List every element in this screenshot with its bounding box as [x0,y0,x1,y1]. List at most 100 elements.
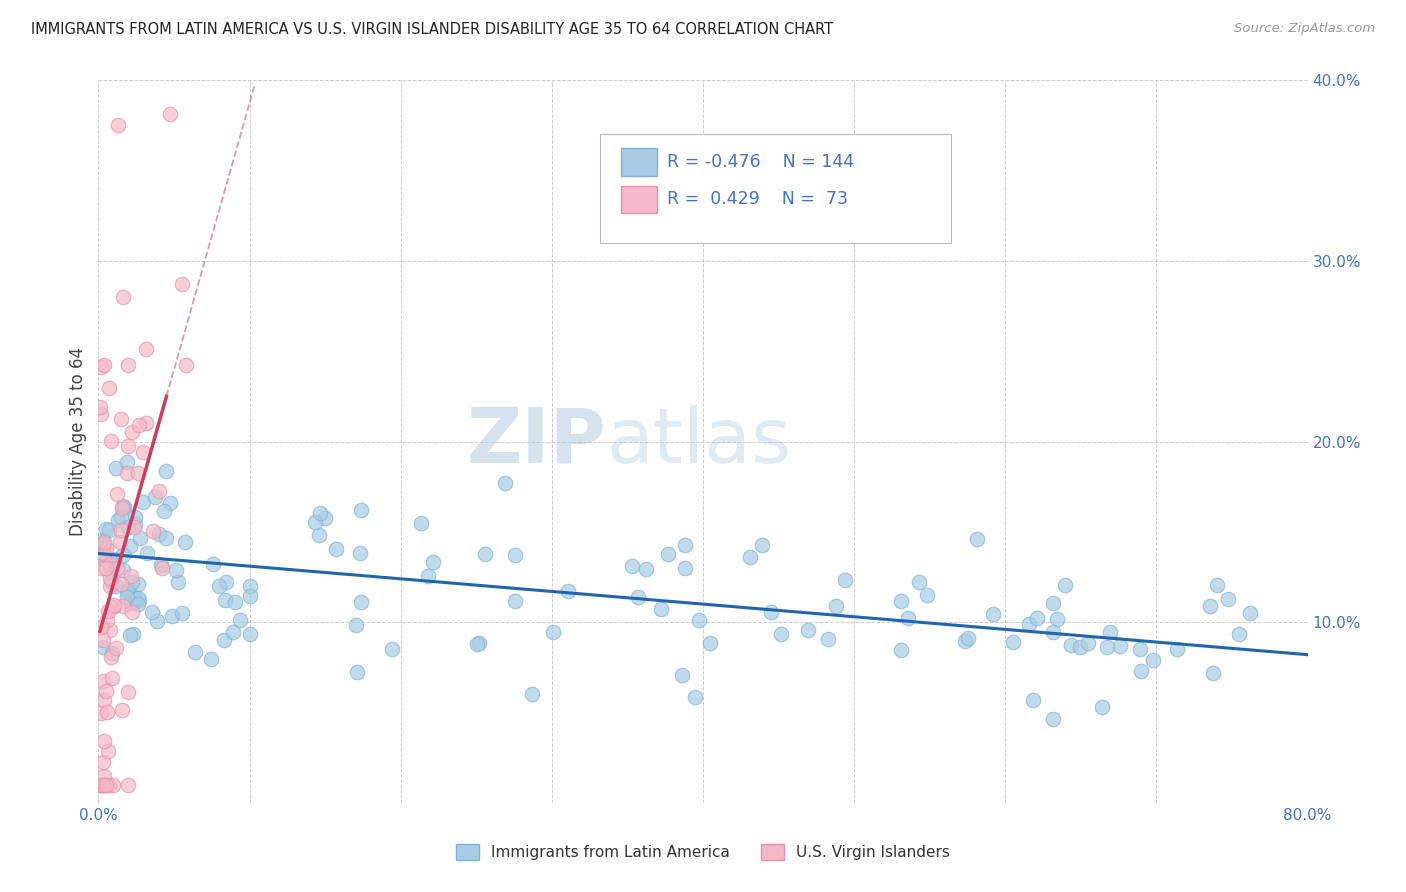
Point [98,579,121,593]
Point [170,277,193,291]
Point [620,558,643,573]
Point [418,569,440,583]
Point [110,510,132,524]
Point [349,503,371,517]
Point [202,557,225,571]
Point [117,584,139,599]
Point [1205,578,1227,592]
Point [93,674,115,689]
Point [956,631,979,645]
Point [94,684,117,698]
Point [110,412,132,426]
Point [98,557,121,571]
Point [91,778,114,792]
Point [91,756,114,770]
Point [148,526,170,541]
Point [136,546,159,560]
Point [101,778,124,792]
Point [468,636,491,650]
Text: R =  0.429    N =  73: R = 0.429 N = 73 [666,191,848,209]
Point [90,778,112,792]
Point [120,596,142,610]
Point [141,605,163,619]
Point [100,561,122,575]
Point [148,484,170,499]
Point [93,693,115,707]
Point [634,562,657,576]
Point [89,400,111,414]
Point [381,642,404,657]
Point [155,532,177,546]
Point [124,510,146,524]
Point [966,532,988,546]
Point [90,360,112,375]
Point [111,290,134,304]
Point [890,642,912,657]
Point [122,591,145,606]
Point [1060,638,1083,652]
Point [120,569,142,583]
Point [955,634,977,648]
Point [174,359,197,373]
Point [143,490,166,504]
Point [650,602,672,616]
Point [495,476,517,491]
Point [122,520,145,534]
Point [155,464,177,478]
Point [150,558,173,573]
Legend: Immigrants from Latin America, U.S. Virgin Islanders: Immigrants from Latin America, U.S. Virg… [456,844,950,860]
Point [91,533,114,547]
Point [129,531,152,545]
Point [91,537,114,551]
Point [1095,640,1118,655]
Point [100,561,122,575]
Point [1091,699,1114,714]
Point [1054,578,1077,592]
Point [503,548,526,562]
Point [673,561,696,575]
Point [93,632,115,647]
Point [520,687,543,701]
Point [761,605,783,619]
Point [1202,666,1225,681]
Point [110,523,132,537]
Point [111,499,134,513]
Point [93,733,115,747]
Point [1129,642,1152,657]
Point [117,778,139,792]
Point [797,624,820,638]
Point [128,417,150,432]
Point [132,445,155,459]
Text: Source: ZipAtlas.com: Source: ZipAtlas.com [1234,22,1375,36]
Point [557,583,579,598]
Point [120,628,142,642]
Point [127,598,149,612]
Text: ZIP: ZIP [467,405,606,478]
Point [117,358,139,372]
Point [135,416,157,430]
Point [1239,606,1261,620]
Point [96,613,118,627]
Point [1130,664,1153,678]
Point [1042,625,1064,640]
Point [127,576,149,591]
Point [101,600,124,615]
Point [346,665,368,679]
Point [96,705,118,719]
Point [112,500,135,514]
Point [907,575,929,590]
Point [97,744,120,758]
Point [1218,592,1240,607]
Point [115,466,138,480]
Point [344,618,367,632]
Point [671,668,693,682]
Point [101,671,124,685]
Point [105,487,128,501]
Point [314,510,336,524]
Point [890,593,912,607]
Point [917,588,939,602]
Point [115,455,138,469]
Point [115,591,138,605]
Point [239,589,262,603]
Point [93,551,115,566]
